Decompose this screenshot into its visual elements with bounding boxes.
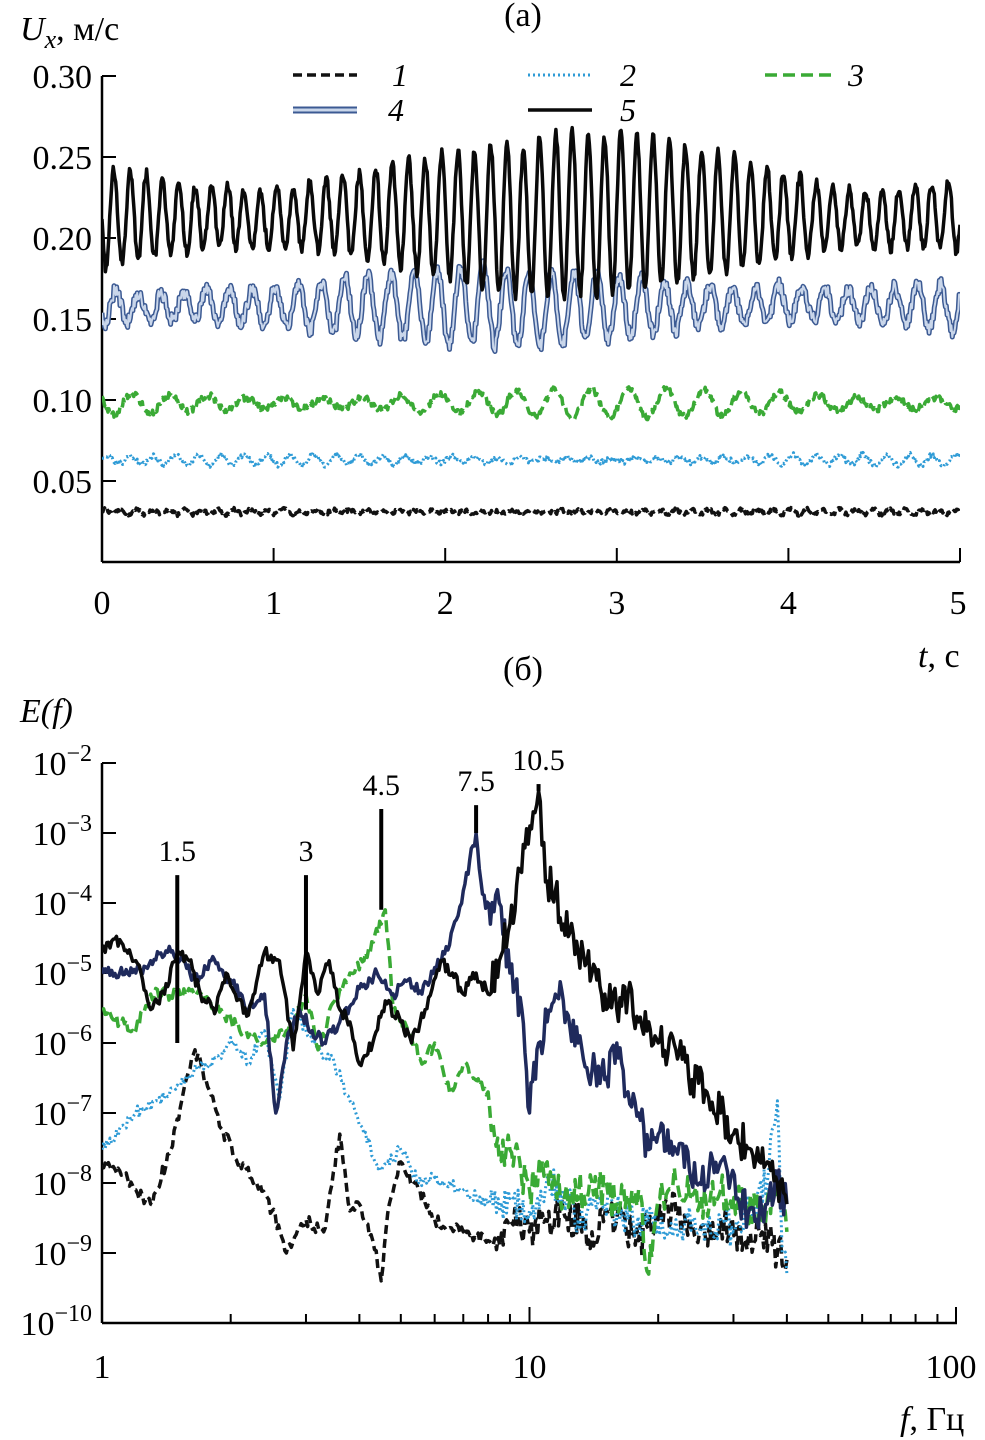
- panel-b-y-tick-label: 10−5: [32, 951, 92, 993]
- panel-a-label: (а): [504, 0, 542, 34]
- peak-label-3: 3: [298, 835, 313, 868]
- panel-a-x-tick-label: 3: [608, 585, 625, 622]
- panel-a-x-tick-label: 5: [950, 585, 967, 622]
- panel-b-y-tick-label: 10−6: [32, 1021, 92, 1063]
- series-1-line: [102, 505, 960, 519]
- series-2-line: [102, 450, 960, 469]
- panel-b-label: (б): [503, 651, 543, 688]
- panel-b-x-unit: , Гц: [909, 1401, 964, 1438]
- panel-a-x-var: t: [918, 638, 929, 675]
- panel-b-y-axis-label: E(f): [19, 693, 73, 730]
- panel-b-y-tick-label: 10−9: [32, 1231, 92, 1273]
- legend-label-4: 4: [388, 92, 404, 128]
- panel-a-time-series: (а) Ux, м/с 0.05 0.10 0.15 0.20 0.25 0.30 0 1 2 3…: [20, 0, 967, 675]
- spectrum-series-2-line: [102, 1008, 789, 1275]
- panel-b-y-tick-label: 10−2: [32, 741, 92, 783]
- panel-b-y-tick-label: 10−4: [32, 881, 92, 923]
- peak-label-4.5: 4.5: [362, 769, 400, 802]
- panel-a-series: [102, 125, 960, 519]
- panel-a-y-tick-label: 0.25: [33, 140, 93, 177]
- legend-label-5: 5: [620, 92, 636, 128]
- panel-b-y-tick-label: 10−10: [20, 1301, 92, 1343]
- panel-b-y-tick-label: 10−7: [32, 1091, 92, 1133]
- panel-a-y-tick-label: 0.20: [33, 221, 93, 258]
- legend-label-1: 1: [392, 57, 408, 93]
- spectrum-series-1-line: [102, 1048, 789, 1283]
- panel-a-y-axis-label: Ux, м/с: [20, 11, 119, 54]
- panel-a-axes: 0.05 0.10 0.15 0.20 0.25 0.30 0 1 2 3 4 5: [33, 59, 967, 622]
- panel-a-y-tick-label: 0.30: [33, 59, 93, 96]
- panel-b-peak-markers: 1.5 3 4.5 7.5 10.5: [159, 744, 565, 1043]
- panel-a-x-tick-label: 2: [437, 585, 454, 622]
- peak-label-7.5: 7.5: [457, 765, 495, 798]
- peak-label-10.5: 10.5: [512, 744, 565, 777]
- peak-label-1.5: 1.5: [159, 835, 197, 868]
- panel-a-x-unit: , с: [927, 638, 959, 675]
- panel-b-x-tick-label: 100: [926, 1349, 977, 1386]
- panel-b-series: [102, 789, 789, 1283]
- panel-b-axes: 10−2 10−3 10−4 10−5 10−6 10−7 10−8 10−9 10−101 10…: [20, 741, 976, 1386]
- panel-b-x-tick-label: 10: [513, 1349, 547, 1386]
- panel-a-y-var: U: [20, 11, 47, 48]
- panel-b-x-tick-label: 1: [94, 1349, 111, 1386]
- series-5-line: [102, 125, 960, 302]
- spectrum-series-5-line: [102, 789, 789, 1205]
- panel-a-legend: 1 2 3 4 5: [293, 57, 864, 128]
- series-3-line: [102, 385, 960, 422]
- panel-a-y-tick-label: 0.15: [33, 302, 93, 339]
- panel-a-y-unit: , м/с: [56, 11, 119, 48]
- panel-a-y-tick-label: 0.10: [33, 383, 93, 420]
- panel-b-y-tick-label: 10−3: [32, 811, 92, 853]
- panel-a-y-tick-label: 0.05: [33, 464, 93, 501]
- panel-a-x-tick-label: 4: [780, 585, 797, 622]
- panel-b-x-axis-label: f, Гц: [900, 1401, 964, 1438]
- panel-b-spectrum: (б) E(f) 10−210−310−410−510−610−710−810−…: [19, 651, 977, 1438]
- legend-label-2: 2: [620, 57, 636, 93]
- spectrum-series-4-line: [102, 831, 789, 1230]
- panel-a-x-tick-label: 1: [265, 585, 282, 622]
- panel-b-y-tick-label: 10−8: [32, 1161, 92, 1203]
- legend-label-3: 3: [847, 57, 864, 93]
- panel-a-x-tick-label: 0: [94, 585, 111, 622]
- panel-a-x-axis-label: t, с: [918, 638, 960, 675]
- panel-a-y-sub: x: [44, 25, 57, 54]
